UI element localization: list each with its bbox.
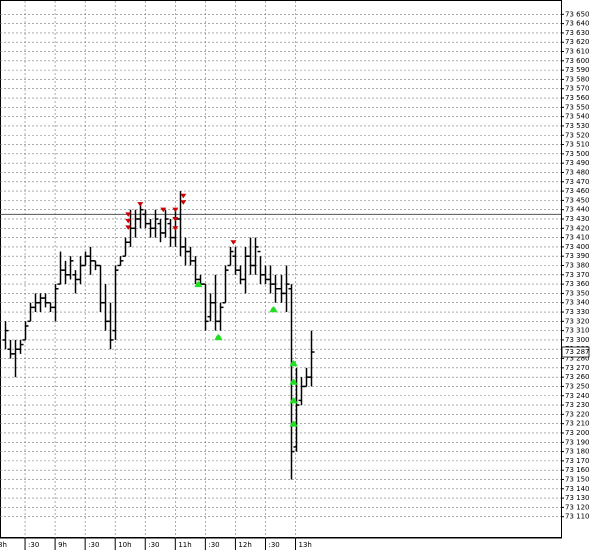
- sell-marker: [137, 202, 144, 207]
- x-tick-label: :30: [208, 541, 219, 549]
- y-tick-label: 73 630: [565, 29, 590, 37]
- y-tick-label: 73 530: [565, 122, 590, 130]
- plot-frame: [0, 0, 562, 538]
- y-tick-label: 73 380: [565, 262, 590, 270]
- y-tick-label: 73 280: [565, 355, 590, 363]
- y-tick-label: 73 320: [565, 317, 590, 325]
- sell-marker: [125, 225, 132, 230]
- y-tick-label: 73 120: [565, 503, 590, 511]
- x-tick-label: 10h: [118, 541, 131, 549]
- y-tick-label: 73 370: [565, 271, 590, 279]
- y-tick-label: 73 560: [565, 94, 590, 102]
- y-tick-label: 73 570: [565, 85, 590, 93]
- y-tick-label: 73 140: [565, 485, 590, 493]
- y-tick-label: 73 130: [565, 494, 590, 502]
- y-tick-label: 73 150: [565, 475, 590, 483]
- x-tick-label: :30: [148, 541, 159, 549]
- y-tick-label: 73 580: [565, 75, 590, 83]
- buy-marker: [289, 378, 298, 385]
- y-tick-label: 73 220: [565, 410, 590, 418]
- sell-marker: [172, 226, 179, 231]
- y-tick-label: 73 550: [565, 103, 590, 111]
- y-tick-label: 73 590: [565, 66, 590, 74]
- y-tick-label: 73 390: [565, 252, 590, 260]
- buy-marker: [194, 281, 203, 288]
- sell-marker: [180, 200, 187, 205]
- sell-marker: [125, 212, 132, 217]
- y-tick-label: 73 520: [565, 131, 590, 139]
- sell-marker: [180, 193, 187, 199]
- y-tick-label: 73 640: [565, 20, 590, 28]
- y-tick-label: 73 620: [565, 38, 590, 46]
- last-price-box: [561, 346, 590, 358]
- y-tick-label: 73 360: [565, 280, 590, 288]
- y-tick-label: 73 480: [565, 168, 590, 176]
- sell-marker: [230, 240, 237, 245]
- y-tick-label: 73 610: [565, 48, 590, 56]
- y-tick-label: 73 430: [565, 215, 590, 223]
- y-tick-label: 73 400: [565, 243, 590, 251]
- y-tick-label: 73 340: [565, 299, 590, 307]
- x-tick-label: 12h: [238, 541, 251, 549]
- y-tick-label: 73 160: [565, 466, 590, 474]
- y-tick-label: 73 420: [565, 224, 590, 232]
- y-tick-label: 73 410: [565, 234, 590, 242]
- x-tick-label: :30: [88, 541, 99, 549]
- buy-marker: [289, 420, 298, 427]
- y-tick-label: 73 450: [565, 196, 590, 204]
- y-tick-label: 73 350: [565, 289, 590, 297]
- y-tick-label: 73 300: [565, 336, 590, 344]
- sell-marker: [125, 218, 132, 224]
- y-tick-label: 73 440: [565, 206, 590, 214]
- buy-marker: [269, 306, 278, 313]
- y-tick-label: 73 650: [565, 10, 590, 18]
- y-tick-label: 73 250: [565, 382, 590, 390]
- x-tick-label: 13h: [299, 541, 312, 549]
- sell-marker: [160, 207, 167, 213]
- y-tick-label: 73 490: [565, 159, 590, 167]
- x-tick-label: 9h: [58, 541, 67, 549]
- y-tick-label: 73 600: [565, 57, 590, 65]
- x-tick-label: 8h: [0, 541, 7, 549]
- buy-marker: [289, 397, 298, 404]
- y-tick-label: 73 260: [565, 373, 590, 381]
- x-tick-label: 11h: [178, 541, 191, 549]
- y-tick-label: 73 270: [565, 364, 590, 372]
- x-tick-label: :30: [28, 541, 39, 549]
- y-tick-label: 73 310: [565, 327, 590, 335]
- y-tick-label: 73 170: [565, 457, 590, 465]
- y-tick-label: 73 190: [565, 438, 590, 446]
- y-tick-label: 73 240: [565, 392, 590, 400]
- y-tick-label: 73 470: [565, 178, 590, 186]
- last-price-label: 73 287: [565, 348, 590, 356]
- y-tick-label: 73 500: [565, 150, 590, 158]
- sell-marker: [172, 207, 179, 213]
- sell-marker: [172, 216, 179, 222]
- y-tick-label: 73 200: [565, 429, 590, 437]
- buy-marker: [214, 334, 223, 341]
- y-tick-label: 73 210: [565, 420, 590, 428]
- y-tick-label: 73 330: [565, 308, 590, 316]
- y-tick-label: 73 460: [565, 187, 590, 195]
- y-tick-label: 73 510: [565, 141, 590, 149]
- y-tick-label: 73 540: [565, 113, 590, 121]
- y-tick-label: 73 180: [565, 448, 590, 456]
- buy-marker: [289, 360, 298, 367]
- y-tick-label: 73 230: [565, 401, 590, 409]
- x-tick-label: :30: [268, 541, 279, 549]
- y-tick-label: 73 110: [565, 513, 590, 521]
